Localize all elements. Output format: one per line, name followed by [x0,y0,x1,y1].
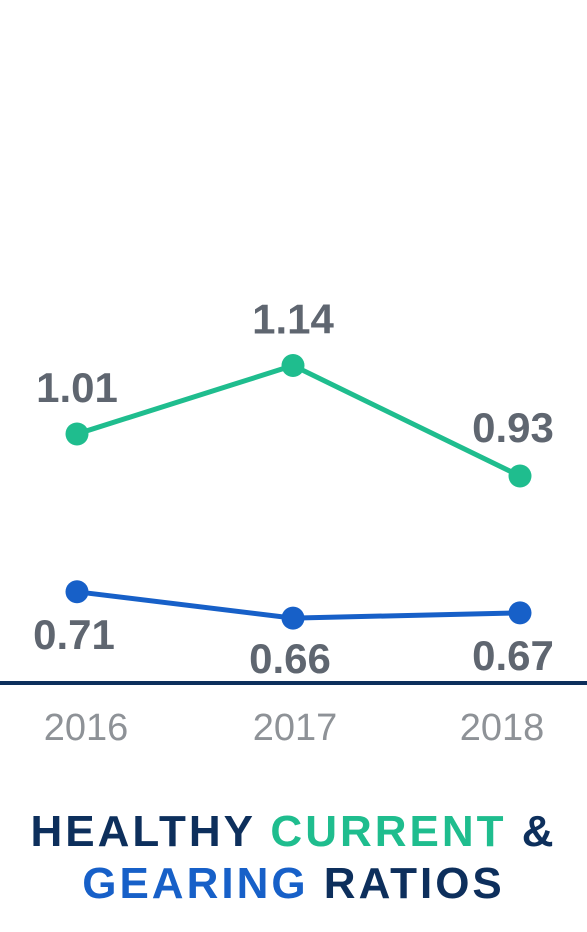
series-gearing: 0.71 0.66 0.67 [33,580,554,682]
data-label-current-2018: 0.93 [472,404,554,451]
title-ratios: RATIOS [308,859,505,908]
series-current: 1.01 1.14 0.93 [36,296,554,488]
data-point-current-2017 [281,354,305,378]
data-label-current-2016: 1.01 [36,364,118,411]
x-tick-label-2017: 2017 [253,707,338,749]
chart-title-line-2: GEARING RATIOS [0,858,587,910]
data-point-gearing-2016 [65,580,89,604]
series-line-current [74,363,523,479]
data-label-current-2017: 1.14 [252,296,334,343]
title-current: CURRENT [270,807,507,856]
chart-title-line-1: HEALTHY CURRENT & [0,806,587,858]
x-tick-label-2018: 2018 [460,707,545,749]
title-healthy: HEALTHY [30,807,271,856]
title-ampersand: & [506,807,557,856]
x-tick-label-2016: 2016 [44,707,129,749]
chart: 1.01 1.14 0.93 0.71 0.66 0.67 2016 2017 2018 [0,296,587,749]
data-point-current-2016 [65,422,89,446]
data-label-gearing-2017: 0.66 [249,635,331,682]
data-point-gearing-2017 [281,606,305,630]
data-point-gearing-2018 [508,601,532,625]
x-tick-labels: 2016 2017 2018 [44,707,545,749]
series-layer: 1.01 1.14 0.93 0.71 0.66 0.67 [33,296,554,683]
chart-title: HEALTHY CURRENT & GEARING RATIOS [0,806,587,910]
title-gearing: GEARING [82,859,309,908]
data-label-gearing-2016: 0.71 [33,611,115,658]
data-label-gearing-2018: 0.67 [472,632,554,679]
data-point-current-2018 [508,464,532,488]
